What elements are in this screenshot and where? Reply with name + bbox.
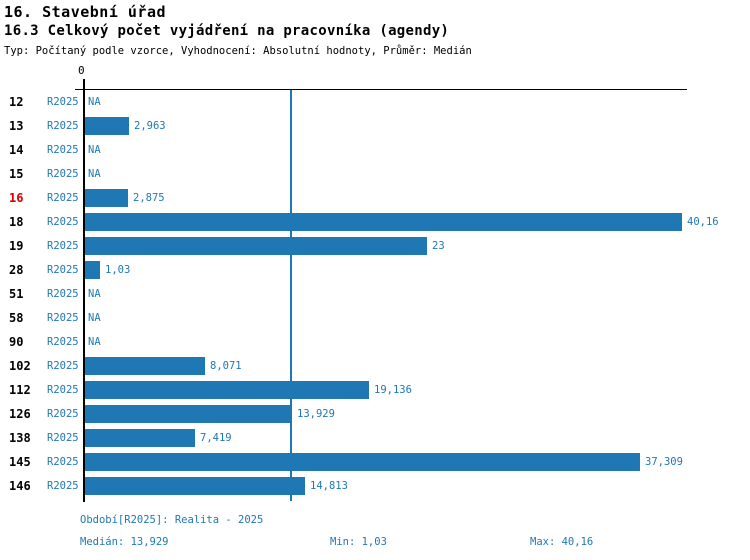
bar-value-label: 2,963 (134, 120, 166, 132)
row-series-label: R2025 (47, 120, 79, 132)
value-bar (85, 117, 129, 135)
bar-na-label: NA (88, 312, 101, 324)
value-bar (85, 477, 305, 495)
median-line (290, 90, 292, 501)
row-series-label: R2025 (47, 96, 79, 108)
bar-value-label: 1,03 (105, 264, 131, 276)
value-bar (85, 429, 195, 447)
row-series-label: R2025 (47, 456, 79, 468)
chart-row: 138 R2025 7,419 (0, 426, 750, 450)
row-category-label: 19 (9, 239, 24, 253)
bar-value-label: 19,136 (374, 384, 412, 396)
row-series-label: R2025 (47, 240, 79, 252)
chart-row: 126 R2025 13,929 (0, 402, 750, 426)
row-series-label: R2025 (47, 312, 79, 324)
row-category-label: 58 (9, 311, 24, 325)
chart-row: 145 R2025 37,309 (0, 450, 750, 474)
row-series-label: R2025 (47, 144, 79, 156)
chart-row: 146 R2025 14,813 (0, 474, 750, 498)
value-bar (85, 261, 100, 279)
x-axis-line (75, 89, 687, 90)
row-category-label: 16 (9, 191, 24, 205)
footer-min: Min: 1,03 (330, 536, 387, 548)
chart-row: 112 R2025 19,136 (0, 378, 750, 402)
chart-row: 90 R2025 NA (0, 330, 750, 354)
row-series-label: R2025 (47, 408, 79, 420)
chart-row: 14 R2025 NA (0, 138, 750, 162)
row-category-label: 13 (9, 119, 24, 133)
row-category-label: 51 (9, 287, 24, 301)
y-axis-line (83, 79, 85, 502)
chart-row: 19 R2025 23 (0, 234, 750, 258)
bar-value-label: 13,929 (297, 408, 335, 420)
row-series-label: R2025 (47, 192, 79, 204)
row-series-label: R2025 (47, 264, 79, 276)
row-series-label: R2025 (47, 432, 79, 444)
bar-value-label: 8,071 (210, 360, 242, 372)
row-category-label: 112 (9, 383, 31, 397)
value-bar (85, 357, 205, 375)
row-category-label: 90 (9, 335, 24, 349)
row-category-label: 18 (9, 215, 24, 229)
chart-title: 16. Stavební úřad (4, 3, 167, 21)
bar-na-label: NA (88, 168, 101, 180)
footer-max: Max: 40,16 (530, 536, 594, 548)
chart-row: 13 R2025 2,963 (0, 114, 750, 138)
chart-row: 15 R2025 NA (0, 162, 750, 186)
row-category-label: 145 (9, 455, 31, 469)
row-category-label: 102 (9, 359, 31, 373)
bar-value-label: 14,813 (310, 480, 348, 492)
bar-na-label: NA (88, 288, 101, 300)
row-series-label: R2025 (47, 360, 79, 372)
chart-row: 18 R2025 40,16 (0, 210, 750, 234)
chart-row: 28 R2025 1,03 (0, 258, 750, 282)
chart-subtitle: 16.3 Celkový počet vyjádření na pracovní… (4, 23, 450, 39)
row-series-label: R2025 (47, 288, 79, 300)
chart-row: 51 R2025 NA (0, 282, 750, 306)
value-bar (85, 237, 427, 255)
row-series-label: R2025 (47, 168, 79, 180)
row-category-label: 126 (9, 407, 31, 421)
row-category-label: 15 (9, 167, 24, 181)
chart-row: 12 R2025 NA (0, 90, 750, 114)
row-category-label: 146 (9, 479, 31, 493)
bar-na-label: NA (88, 336, 101, 348)
bar-value-label: 40,16 (687, 216, 719, 228)
row-series-label: R2025 (47, 216, 79, 228)
chart-row: 16 R2025 2,875 (0, 186, 750, 210)
row-category-label: 14 (9, 143, 24, 157)
chart-row: 102 R2025 8,071 (0, 354, 750, 378)
bar-value-label: 2,875 (133, 192, 165, 204)
row-category-label: 138 (9, 431, 31, 445)
bar-value-label: 7,419 (200, 432, 232, 444)
chart-meta-line: Typ: Počítaný podle vzorce, Vyhodnocení:… (4, 45, 472, 57)
footer-period: Období[R2025]: Realita - 2025 (80, 514, 264, 526)
value-bar (85, 453, 640, 471)
value-bar (85, 381, 369, 399)
row-series-label: R2025 (47, 336, 79, 348)
chart-row: 58 R2025 NA (0, 306, 750, 330)
row-category-label: 28 (9, 263, 24, 277)
bar-na-label: NA (88, 96, 101, 108)
bar-value-label: 23 (432, 240, 445, 252)
bar-na-label: NA (88, 144, 101, 156)
row-category-label: 12 (9, 95, 24, 109)
value-bar (85, 213, 682, 231)
row-series-label: R2025 (47, 384, 79, 396)
row-series-label: R2025 (47, 480, 79, 492)
x-axis-tick-label: 0 (78, 64, 85, 77)
bar-value-label: 37,309 (645, 456, 683, 468)
value-bar (85, 405, 292, 423)
value-bar (85, 189, 128, 207)
footer-median: Medián: 13,929 (80, 536, 169, 548)
